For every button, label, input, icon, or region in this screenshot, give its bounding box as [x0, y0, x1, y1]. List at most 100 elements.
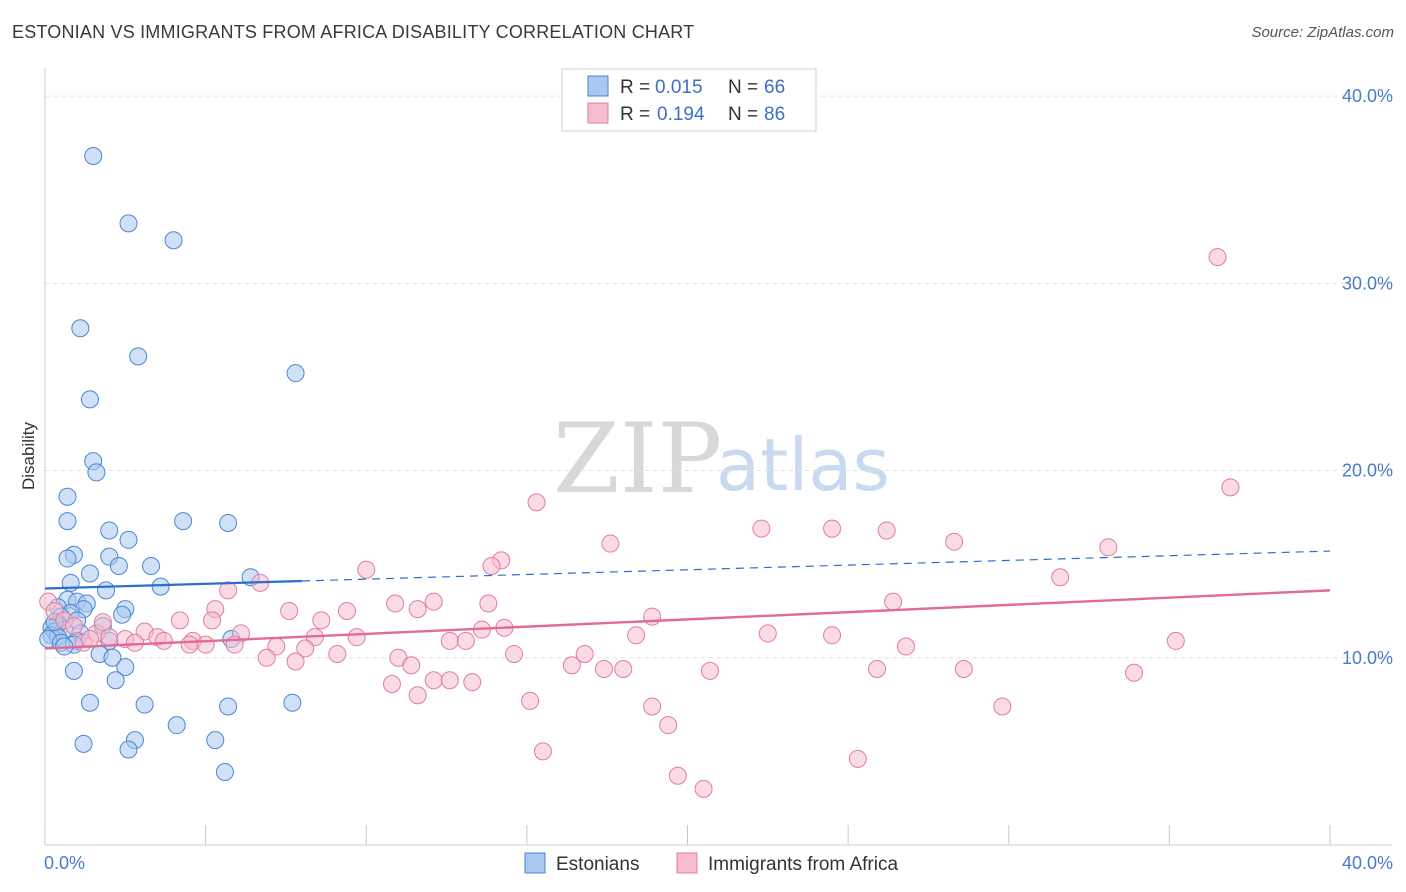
point-africa — [627, 626, 646, 645]
point-africa — [896, 637, 915, 656]
legend-r-value-estonians: 0.015 — [655, 77, 703, 98]
point-africa — [402, 656, 421, 675]
point-africa — [479, 594, 498, 613]
point-africa — [614, 660, 633, 679]
point-africa — [170, 611, 189, 630]
point-africa — [100, 628, 119, 647]
point-africa — [758, 624, 777, 643]
point-estonians — [84, 146, 103, 165]
point-africa — [575, 645, 594, 664]
point-africa — [823, 626, 842, 645]
point-africa — [93, 613, 112, 632]
point-estonians — [100, 521, 119, 540]
point-africa — [601, 534, 620, 553]
bottom-legend-swatch-africa — [676, 852, 698, 874]
legend-r-label-estonians: R = — [620, 77, 650, 98]
point-estonians — [219, 697, 238, 716]
point-estonians — [167, 716, 186, 735]
point-africa — [1208, 248, 1227, 267]
point-africa — [154, 631, 173, 650]
x-tick-label-max: 40.0% — [1342, 853, 1393, 873]
point-estonians — [151, 577, 170, 596]
series-legend: Estonians Immigrants from Africa — [524, 852, 898, 875]
trend-line-estonians-dashed — [301, 550, 1331, 582]
point-africa — [257, 648, 276, 667]
point-africa — [668, 766, 687, 785]
point-estonians — [109, 557, 128, 576]
point-africa — [505, 645, 524, 664]
y-axis-label: Disability — [19, 421, 38, 490]
point-africa — [954, 660, 973, 679]
point-africa — [286, 652, 305, 671]
point-africa — [527, 493, 546, 512]
point-estonians — [283, 693, 302, 712]
point-africa — [659, 716, 678, 735]
legend-n-label-africa: N = — [728, 104, 758, 125]
point-estonians — [80, 564, 99, 583]
point-estonians — [135, 695, 154, 714]
point-africa — [848, 749, 867, 768]
point-africa — [357, 560, 376, 579]
point-africa — [562, 656, 581, 675]
point-estonians — [119, 740, 138, 759]
legend-swatch-estonians — [587, 75, 609, 97]
point-estonians — [58, 487, 77, 506]
point-africa — [643, 697, 662, 716]
trend-line-estonians-solid — [44, 579, 303, 590]
point-africa — [877, 521, 896, 540]
point-africa — [1166, 631, 1185, 650]
point-africa — [337, 601, 356, 620]
point-africa — [125, 633, 144, 652]
point-africa — [440, 671, 459, 690]
point-africa — [700, 661, 719, 680]
point-africa — [180, 635, 199, 654]
x-ticks — [44, 825, 1331, 845]
chart-title: ESTONIAN VS IMMIGRANTS FROM AFRICA DISAB… — [12, 22, 695, 42]
point-africa — [408, 686, 427, 705]
point-estonians — [106, 671, 125, 690]
point-estonians — [71, 319, 90, 338]
point-estonians — [113, 605, 132, 624]
y-tick-label: 30.0% — [1342, 273, 1393, 293]
point-africa — [64, 616, 83, 635]
point-africa — [386, 594, 405, 613]
bottom-legend-swatch-estonians — [524, 852, 546, 874]
point-estonians — [80, 390, 99, 409]
legend-n-value-estonians: 66 — [764, 77, 785, 98]
point-africa — [884, 592, 903, 611]
point-estonians — [97, 581, 116, 600]
point-africa — [643, 607, 662, 626]
y-tick-label: 20.0% — [1342, 461, 1393, 481]
point-africa — [280, 601, 299, 620]
point-africa — [868, 660, 887, 679]
watermark-zip: ZIP — [553, 403, 722, 515]
bottom-legend-label-africa: Immigrants from Africa — [708, 854, 898, 875]
point-africa — [347, 628, 366, 647]
point-africa — [752, 519, 771, 538]
point-estonians — [142, 557, 161, 576]
x-tick-label-min: 0.0% — [44, 853, 85, 873]
point-africa — [482, 557, 501, 576]
point-estonians — [58, 549, 77, 568]
point-estonians — [74, 734, 93, 753]
stats-legend: R = 0.015 N = 66 R = 0.194 N = 86 — [561, 68, 817, 132]
point-estonians — [119, 214, 138, 233]
trend-line-africa — [44, 589, 1331, 650]
point-estonians — [129, 347, 148, 366]
point-africa — [312, 611, 331, 630]
point-africa — [219, 581, 238, 600]
point-estonians — [286, 364, 305, 383]
source-label: Source: ZipAtlas.com — [1251, 24, 1394, 41]
point-africa — [328, 645, 347, 664]
point-africa — [296, 639, 315, 658]
y-tick-label: 40.0% — [1342, 86, 1393, 106]
point-africa — [694, 779, 713, 798]
point-africa — [382, 674, 401, 693]
legend-n-label-estonians: N = — [728, 77, 758, 98]
point-africa — [1051, 568, 1070, 587]
point-estonians — [87, 463, 106, 482]
legend-n-value-africa: 86 — [764, 104, 785, 125]
point-africa — [424, 671, 443, 690]
y-tick-labels: 10.0% 20.0% 30.0% 40.0% — [1342, 86, 1393, 668]
point-estonians — [58, 512, 77, 531]
